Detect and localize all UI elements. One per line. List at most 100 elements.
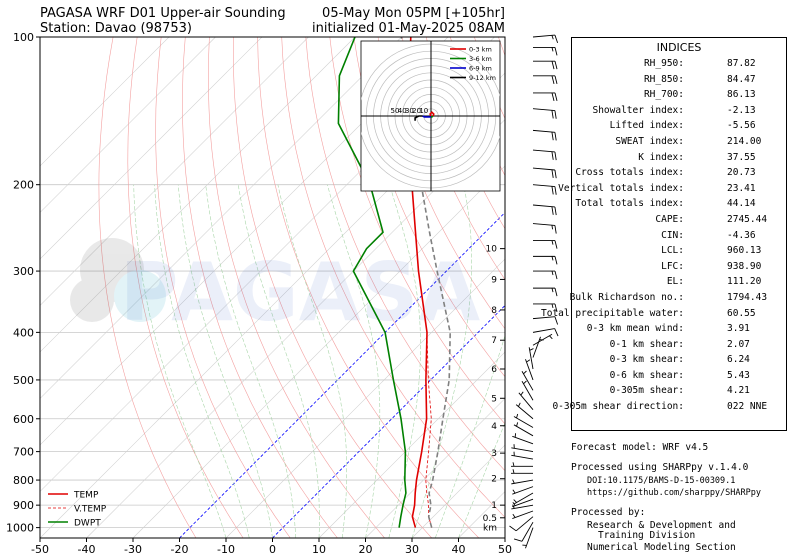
index-value: 84.47 xyxy=(727,73,756,85)
height-unit: km xyxy=(483,524,497,534)
index-row: CIN: -4.36 xyxy=(572,230,786,246)
hodograph-ring-label: 30 xyxy=(405,107,414,115)
wind-barb xyxy=(533,75,558,84)
wind-barb xyxy=(532,129,557,141)
indices-panel: INDICES RH_950: 87.82 RH_850: 84.47 RH_700: 8… xyxy=(541,37,787,431)
barb-flag xyxy=(551,75,555,84)
barb-half-flag xyxy=(551,270,554,276)
isotherm-line xyxy=(86,119,505,538)
index-label: 0-3 km mean wind: xyxy=(586,323,684,335)
index-row: 0-305m shear: 4.21 xyxy=(572,385,786,401)
title-line-2: Station: Davao (98753) xyxy=(40,21,192,36)
barb-half-flag xyxy=(523,380,527,385)
barb-half-flag xyxy=(549,335,553,340)
profile-parcel xyxy=(400,37,452,528)
barb-staff xyxy=(512,510,534,519)
barb-staff xyxy=(532,316,555,320)
moist-adiabat xyxy=(458,421,505,538)
legend: TEMP V.TEMP DWPT xyxy=(48,491,107,529)
barb-flag xyxy=(554,61,558,70)
wind-barb xyxy=(533,46,558,56)
index-value: 6.24 xyxy=(727,354,750,366)
index-label: 0-305m shear direction: xyxy=(552,401,684,413)
index-label: 0-3 km shear: xyxy=(609,354,684,366)
hodograph-trace xyxy=(414,115,423,121)
y-tick-label: 300 xyxy=(13,265,34,278)
wind-barb xyxy=(521,370,534,391)
index-label: Bulk Richardson no.: xyxy=(569,291,684,303)
init-time: initialized 01-May-2025 08AM xyxy=(311,21,505,36)
dry-adiabat xyxy=(98,37,197,538)
barb-half-flag xyxy=(512,513,516,518)
wind-barb xyxy=(525,359,534,381)
wind-barb xyxy=(532,223,557,234)
barb-half-flag xyxy=(516,422,519,427)
barb-half-flag xyxy=(551,225,554,230)
barb-half-flag xyxy=(551,256,554,261)
legend-label: TEMP xyxy=(73,491,99,501)
barb-flag xyxy=(551,206,554,215)
wind-barb xyxy=(515,402,534,420)
y-tick-label: 100 xyxy=(13,31,34,44)
barb-staff xyxy=(532,223,555,226)
barb-flag xyxy=(551,151,554,160)
title-line-1: PAGASA WRF D01 Upper-air Sounding xyxy=(40,6,286,21)
wind-barb xyxy=(532,204,557,216)
index-row: RH_700: 86.13 xyxy=(572,89,786,105)
barb-staff xyxy=(512,435,534,445)
index-label: RH_850: xyxy=(643,73,684,85)
wind-barb xyxy=(533,287,558,297)
height-label: 10 xyxy=(486,245,498,255)
index-label: 0-305m shear: xyxy=(609,385,684,397)
moist-adiabat xyxy=(388,184,421,538)
wind-barb xyxy=(532,328,559,337)
index-label: Total precipitable water: xyxy=(541,307,684,319)
isotherm-line xyxy=(40,37,170,167)
hodograph-trace xyxy=(429,111,435,117)
barb-half-flag xyxy=(551,288,554,293)
barb-staff xyxy=(532,149,555,153)
index-row: EL: 111.20 xyxy=(572,276,786,292)
x-tick-label: 10 xyxy=(312,543,326,556)
moist-adiabat xyxy=(205,184,297,538)
x-tick-label: 20 xyxy=(359,543,373,556)
x-tick-label: 0 xyxy=(269,543,276,556)
index-value: 86.13 xyxy=(727,89,756,101)
profile-dwpt xyxy=(337,37,407,528)
wind-barb xyxy=(532,149,557,161)
github-link[interactable]: https://github.com/sharppy/SHARPpy xyxy=(587,488,761,498)
height-label: 7 xyxy=(491,336,497,346)
dry-adiabat xyxy=(377,37,505,330)
moist-adiabat xyxy=(327,184,381,538)
barb-flag xyxy=(551,131,554,141)
wind-barb xyxy=(512,433,534,445)
index-row: RH_950: 87.82 xyxy=(572,58,786,74)
y-tick-label: 500 xyxy=(13,374,34,387)
moist-adiabat xyxy=(133,184,227,538)
moist-adiabat xyxy=(411,184,473,538)
dry-adiabat xyxy=(257,37,480,538)
isotherm-line xyxy=(365,398,505,538)
y-tick-label: 900 xyxy=(13,499,34,512)
wind-barb xyxy=(513,422,534,437)
barb-half-flag xyxy=(518,402,521,407)
index-label: Cross totals index: xyxy=(575,167,684,179)
wind-barb xyxy=(533,270,558,280)
y-tick-label: 700 xyxy=(13,446,34,459)
dry-adiabat xyxy=(281,37,505,518)
barb-staff xyxy=(532,129,555,133)
barb-half-flag xyxy=(551,47,554,52)
index-row: RH_850: 84.47 xyxy=(572,74,786,90)
x-tick-label: -20 xyxy=(171,543,189,556)
barb-flag xyxy=(554,92,558,102)
processed-using: Processed using SHARPpy v.1.4.0 xyxy=(571,462,749,473)
index-label: EL: xyxy=(666,276,684,288)
doi-text: DOI:10.1175/BAMS-D-15-00309.1 xyxy=(587,476,736,486)
barb-flag xyxy=(554,151,557,161)
index-value: 87.82 xyxy=(727,58,756,69)
indices-heading: INDICES xyxy=(656,41,702,54)
barb-flag xyxy=(554,270,558,280)
index-row: K index: 37.55 xyxy=(572,152,786,168)
barb-flag xyxy=(551,92,555,102)
